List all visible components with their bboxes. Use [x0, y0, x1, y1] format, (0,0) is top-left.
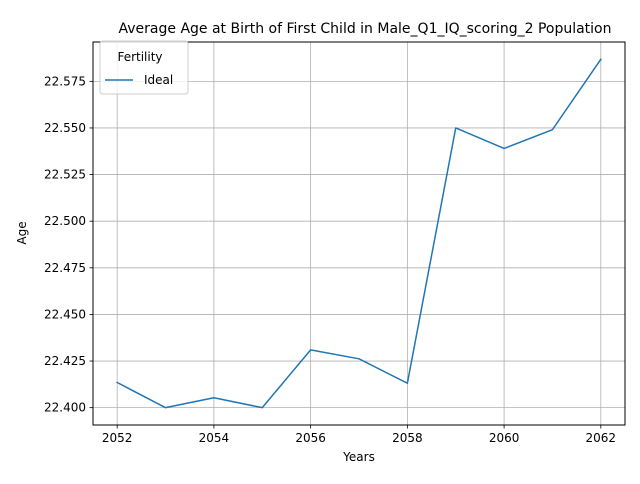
y-tick-label: 22.450	[44, 307, 86, 321]
x-tick-label: 2062	[586, 431, 617, 445]
y-tick-label: 22.500	[44, 214, 86, 228]
x-tick-label: 2058	[392, 431, 423, 445]
x-tick-label: 2054	[199, 431, 230, 445]
y-tick-label: 22.475	[44, 261, 86, 275]
x-axis-label: Years	[342, 450, 375, 464]
legend-title: Fertility	[117, 50, 162, 64]
chart-title: Average Age at Birth of First Child in M…	[119, 21, 612, 37]
legend: Fertility Ideal	[100, 41, 188, 94]
y-tick-label: 22.525	[44, 168, 86, 182]
x-tick-label: 2060	[489, 431, 520, 445]
y-tick-label: 22.425	[44, 354, 86, 368]
legend-label-ideal: Ideal	[144, 73, 173, 87]
x-tick-label: 2052	[102, 431, 133, 445]
y-tick-label: 22.400	[44, 401, 86, 415]
x-tick-label: 2056	[295, 431, 326, 445]
y-axis-label: Age	[15, 221, 29, 244]
y-tick-label: 22.575	[44, 74, 86, 88]
y-tick-label: 22.550	[44, 121, 86, 135]
